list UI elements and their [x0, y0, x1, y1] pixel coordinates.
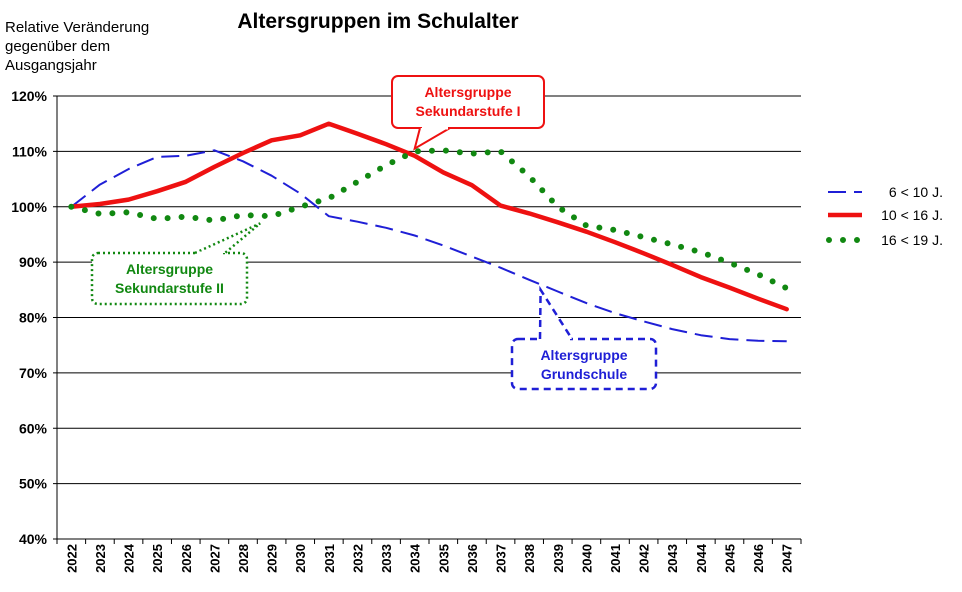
y-tick-label: 70%	[19, 365, 48, 381]
y-tick-label: 110%	[12, 143, 48, 159]
annotation-text: Sekundarstufe II	[115, 280, 224, 296]
legend-label: 16 < 19 J.	[881, 232, 943, 248]
annotation-text: Altersgruppe	[424, 84, 511, 100]
x-tick-label: 2026	[179, 544, 194, 573]
annotations: Altersgruppe Sekundarstufe I Altersgruppe S…	[90, 75, 658, 391]
legend-label: 6 < 10 J.	[889, 184, 943, 200]
series-lines	[68, 121, 790, 343]
x-tick-label: 2022	[64, 544, 79, 573]
x-tick-label: 2029	[265, 544, 280, 573]
x-tick-label: 2035	[436, 544, 451, 573]
x-tick-label: 2033	[379, 544, 394, 573]
x-tick-label: 2044	[694, 543, 709, 573]
series-line-16-19	[68, 147, 790, 292]
x-tick-label: 2043	[665, 544, 680, 573]
annotation-grund: Altersgruppe Grundschule	[510, 285, 658, 391]
x-tick-label: 2047	[780, 544, 795, 573]
annotation-sek1: Altersgruppe Sekundarstufe I	[391, 75, 545, 151]
y-axis-label-line-1: Relative Veränderung	[5, 19, 149, 36]
annotation-text: Sekundarstufe I	[415, 103, 520, 119]
y-tick-label: 60%	[19, 420, 48, 436]
annotation-pointer	[194, 222, 261, 255]
annotation-box	[90, 251, 249, 306]
annotation-box	[510, 337, 658, 391]
annotation-text: Grundschule	[541, 366, 628, 382]
chart-title: Altersgruppen im Schulalter	[237, 10, 518, 33]
y-tick-label: 40%	[19, 531, 48, 547]
x-tick-label: 2030	[293, 544, 308, 573]
annotation-text: Altersgruppe	[126, 261, 213, 277]
legend: 6 < 10 J. 10 < 16 J. 16 < 19 J.	[826, 184, 943, 248]
x-tick-labels: 2022 2023 2024 2025 2026 2027 2028 2029 2030 2031…	[64, 543, 794, 573]
y-axis-label-line-3: Ausgangsjahr	[5, 57, 97, 74]
y-tick-label: 80%	[19, 310, 48, 326]
x-tick-label: 2038	[522, 544, 537, 573]
legend-label: 10 < 16 J.	[881, 207, 943, 223]
y-tick-label: 90%	[19, 254, 48, 270]
x-tick-label: 2041	[608, 544, 623, 573]
x-tick-label: 2031	[322, 544, 337, 573]
x-tick-label: 2036	[465, 544, 480, 573]
annotation-pointer	[538, 285, 574, 340]
y-tick-label: 100%	[11, 199, 47, 215]
x-tick-label: 2042	[637, 544, 652, 573]
series-line-6-10	[70, 149, 787, 343]
x-tick-label: 2045	[722, 544, 737, 573]
x-tick-label: 2046	[751, 544, 766, 573]
x-tick-label: 2027	[207, 544, 222, 573]
x-tick-label: 2025	[150, 544, 165, 573]
annotation-box	[391, 75, 545, 129]
x-tick-label: 2028	[236, 544, 251, 573]
axes	[53, 95, 802, 544]
annotation-sek2: Altersgruppe Sekundarstufe II	[90, 222, 261, 306]
x-tick-label: 2024	[122, 543, 137, 573]
series-line-10-16	[69, 121, 789, 312]
y-tick-label: 50%	[19, 476, 48, 492]
x-tick-label: 2023	[93, 544, 108, 573]
x-tick-label: 2034	[408, 543, 423, 573]
x-tick-label: 2037	[494, 544, 509, 573]
y-axis-label-line-2: gegenüber dem	[5, 38, 110, 55]
y-tick-labels: 40% 50% 60% 70% 80% 90% 100% 110% 120%	[11, 88, 47, 547]
annotation-pointer	[413, 127, 451, 151]
x-tick-label: 2039	[551, 544, 566, 573]
gridlines	[57, 95, 801, 485]
x-tick-label: 2032	[350, 544, 365, 573]
annotation-text: Altersgruppe	[540, 347, 627, 363]
x-tick-label: 2040	[579, 544, 594, 573]
y-tick-label: 120%	[11, 88, 47, 104]
